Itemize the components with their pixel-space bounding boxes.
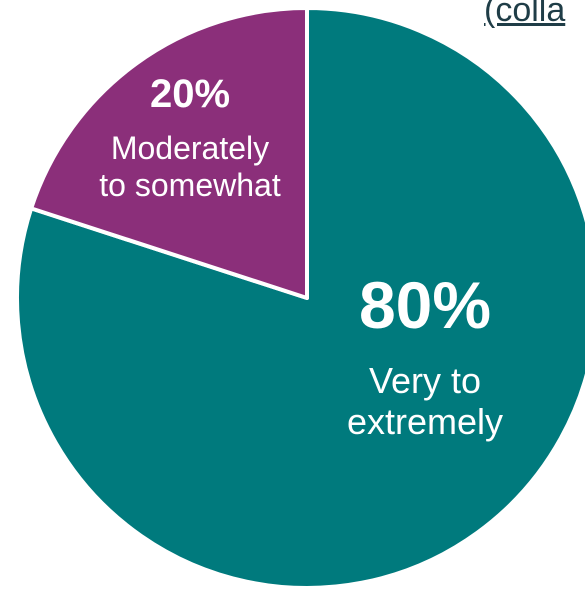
slice-label-very-to-extremely: Very to extremely	[300, 360, 550, 442]
slice-value-label-moderately-to-somewhat: 20%	[149, 72, 231, 116]
pie-slice-moderately-to-somewhat	[29, 6, 309, 300]
slice-label-moderately-to-somewhat: Moderately to somewhat	[40, 130, 340, 204]
partial-header-link[interactable]: (colla	[484, 0, 566, 29]
slice-label-line: extremely	[346, 401, 504, 442]
slice-label-line: to somewhat	[99, 167, 281, 203]
slice-value-label-very-to-extremely: 80%	[358, 268, 492, 342]
slice-label-line: Moderately	[110, 130, 270, 166]
slice-label-line: Very to	[368, 360, 482, 401]
